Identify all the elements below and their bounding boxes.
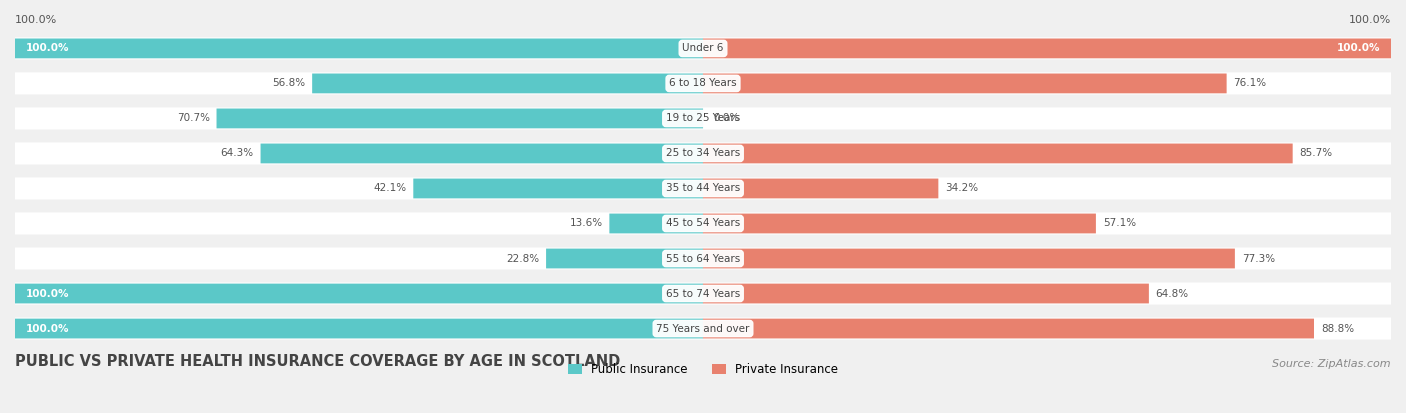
FancyBboxPatch shape	[703, 214, 1095, 233]
FancyBboxPatch shape	[15, 38, 703, 58]
FancyBboxPatch shape	[15, 178, 703, 199]
Text: 100.0%: 100.0%	[25, 323, 69, 334]
Text: 100.0%: 100.0%	[1337, 43, 1381, 53]
FancyBboxPatch shape	[15, 282, 703, 304]
FancyBboxPatch shape	[217, 109, 703, 128]
Text: 6 to 18 Years: 6 to 18 Years	[669, 78, 737, 88]
FancyBboxPatch shape	[703, 74, 1226, 93]
Text: 34.2%: 34.2%	[945, 183, 979, 193]
FancyBboxPatch shape	[703, 38, 1391, 59]
Text: 25 to 34 Years: 25 to 34 Years	[666, 148, 740, 159]
Text: 56.8%: 56.8%	[273, 78, 305, 88]
FancyBboxPatch shape	[15, 72, 703, 95]
FancyBboxPatch shape	[703, 212, 1391, 235]
FancyBboxPatch shape	[15, 142, 703, 164]
Text: 45 to 54 Years: 45 to 54 Years	[666, 218, 740, 228]
FancyBboxPatch shape	[703, 318, 1391, 339]
FancyBboxPatch shape	[703, 107, 1391, 129]
Text: 76.1%: 76.1%	[1233, 78, 1267, 88]
FancyBboxPatch shape	[15, 247, 703, 270]
FancyBboxPatch shape	[15, 107, 703, 129]
Text: 70.7%: 70.7%	[177, 114, 209, 123]
Text: 13.6%: 13.6%	[569, 218, 603, 228]
Text: 85.7%: 85.7%	[1299, 148, 1333, 159]
Text: 0.0%: 0.0%	[713, 114, 740, 123]
Text: 100.0%: 100.0%	[1348, 15, 1391, 25]
Text: 100.0%: 100.0%	[25, 43, 69, 53]
Text: 75 Years and over: 75 Years and over	[657, 323, 749, 334]
FancyBboxPatch shape	[703, 144, 1292, 164]
Text: 55 to 64 Years: 55 to 64 Years	[666, 254, 740, 263]
Text: 22.8%: 22.8%	[506, 254, 540, 263]
Text: 64.3%: 64.3%	[221, 148, 253, 159]
FancyBboxPatch shape	[15, 318, 703, 338]
FancyBboxPatch shape	[703, 38, 1391, 58]
FancyBboxPatch shape	[703, 318, 1315, 338]
Legend: Public Insurance, Private Insurance: Public Insurance, Private Insurance	[564, 358, 842, 381]
Text: 77.3%: 77.3%	[1241, 254, 1275, 263]
FancyBboxPatch shape	[703, 282, 1391, 304]
FancyBboxPatch shape	[15, 284, 703, 304]
FancyBboxPatch shape	[703, 178, 1391, 199]
Text: 64.8%: 64.8%	[1156, 289, 1189, 299]
Text: 42.1%: 42.1%	[374, 183, 406, 193]
FancyBboxPatch shape	[15, 38, 703, 59]
FancyBboxPatch shape	[413, 178, 703, 198]
Text: 19 to 25 Years: 19 to 25 Years	[666, 114, 740, 123]
FancyBboxPatch shape	[703, 142, 1391, 164]
FancyBboxPatch shape	[703, 178, 938, 198]
FancyBboxPatch shape	[703, 284, 1149, 304]
Text: 35 to 44 Years: 35 to 44 Years	[666, 183, 740, 193]
FancyBboxPatch shape	[15, 318, 703, 339]
FancyBboxPatch shape	[260, 144, 703, 164]
FancyBboxPatch shape	[703, 72, 1391, 95]
Text: 88.8%: 88.8%	[1320, 323, 1354, 334]
FancyBboxPatch shape	[546, 249, 703, 268]
FancyBboxPatch shape	[15, 212, 703, 235]
Text: 100.0%: 100.0%	[15, 15, 58, 25]
Text: 65 to 74 Years: 65 to 74 Years	[666, 289, 740, 299]
FancyBboxPatch shape	[312, 74, 703, 93]
FancyBboxPatch shape	[609, 214, 703, 233]
Text: 100.0%: 100.0%	[25, 289, 69, 299]
Text: Source: ZipAtlas.com: Source: ZipAtlas.com	[1272, 359, 1391, 369]
FancyBboxPatch shape	[703, 247, 1391, 270]
Text: Under 6: Under 6	[682, 43, 724, 53]
FancyBboxPatch shape	[703, 249, 1234, 268]
Text: PUBLIC VS PRIVATE HEALTH INSURANCE COVERAGE BY AGE IN SCOTLAND: PUBLIC VS PRIVATE HEALTH INSURANCE COVER…	[15, 354, 620, 369]
Text: 57.1%: 57.1%	[1102, 218, 1136, 228]
